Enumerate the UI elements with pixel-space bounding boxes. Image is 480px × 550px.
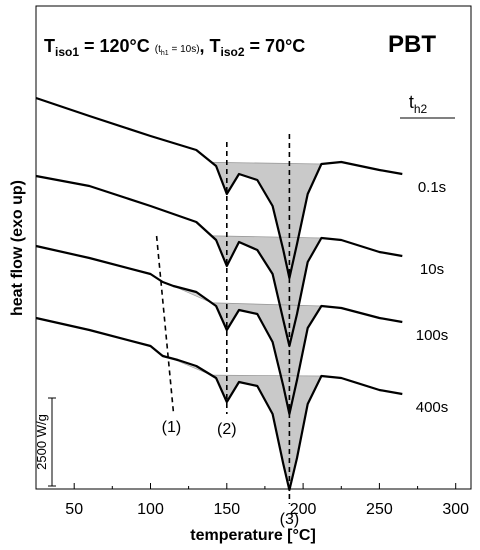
chart-title: Tiso1 = 120°C (th1 = 10s), Tiso2 = 70°C bbox=[44, 36, 305, 59]
annotation-label-3: (3) bbox=[280, 511, 300, 528]
series-label-3: 100s bbox=[416, 327, 449, 344]
y-axis-label: heat flow (exo up) bbox=[9, 180, 26, 316]
x-tick-label-4: 200 bbox=[290, 501, 317, 518]
series-curves bbox=[35, 96, 403, 492]
legend-header: th2 bbox=[409, 92, 428, 116]
x-tick-label-5: 250 bbox=[366, 501, 393, 518]
series-line-3 bbox=[35, 244, 403, 416]
series-line-4 bbox=[35, 316, 403, 492]
plot-frame bbox=[35, 5, 472, 490]
material-label: PBT bbox=[388, 31, 436, 58]
series-line-1 bbox=[35, 96, 403, 280]
annotation-label-1: (1) bbox=[162, 419, 182, 436]
x-axis-label: temperature [°C] bbox=[190, 527, 316, 544]
x-tick-label-2: 100 bbox=[137, 501, 164, 518]
series-label-2: 10s bbox=[420, 261, 444, 278]
x-axis: 50 100 150 200 250 300 bbox=[65, 483, 469, 518]
annotation-label-2: (2) bbox=[217, 421, 237, 438]
x-tick-label-3: 150 bbox=[213, 501, 240, 518]
scale-bar-label: 2500 W/g bbox=[34, 414, 49, 470]
annotation-line-1 bbox=[155, 235, 175, 413]
x-tick-label-6: 300 bbox=[442, 501, 469, 518]
annotations: (1) (2) (3) bbox=[155, 134, 300, 528]
x-tick-label-1: 50 bbox=[65, 501, 83, 518]
series-label-4: 400s bbox=[416, 399, 449, 416]
series-label-1: 0.1s bbox=[418, 179, 446, 196]
series-line-2 bbox=[35, 174, 403, 348]
melting-areas bbox=[159, 161, 323, 487]
series-legend: 0.1s 10s 100s 400s bbox=[416, 179, 449, 416]
